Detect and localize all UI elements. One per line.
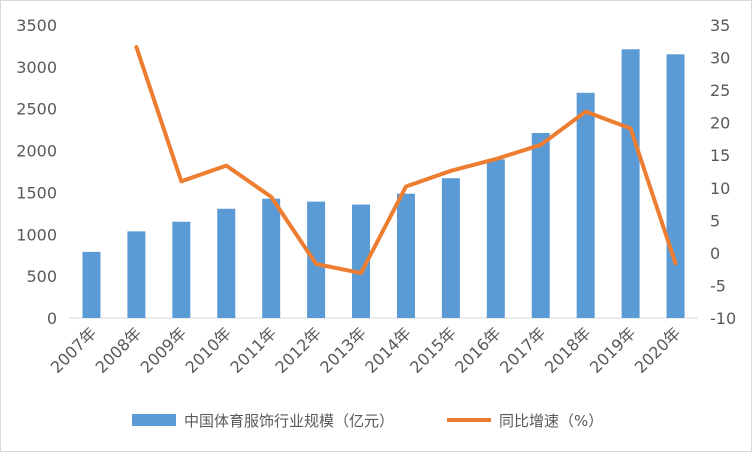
x-tick-label: 2019年 bbox=[586, 323, 640, 377]
x-tick-label: 2020年 bbox=[631, 323, 685, 377]
bar bbox=[621, 49, 640, 319]
y-left-tick-label: 3000 bbox=[16, 58, 57, 77]
bar bbox=[217, 208, 236, 318]
legend-label-line: 同比增速（%） bbox=[499, 412, 603, 430]
y-right-tick-label: 30 bbox=[710, 49, 730, 68]
x-tick-label: 2010年 bbox=[182, 323, 236, 377]
y-left-tick-label: 0 bbox=[47, 309, 57, 328]
y-right-tick-label: 35 bbox=[710, 16, 730, 35]
y-right-tick-label: -5 bbox=[710, 276, 726, 295]
bar bbox=[82, 251, 101, 318]
y-right-tick-label: 25 bbox=[710, 81, 730, 100]
legend-swatch-bar bbox=[132, 414, 176, 426]
x-tick-label: 2015年 bbox=[406, 323, 460, 377]
y-left-tick-label: 1000 bbox=[16, 225, 57, 244]
y-right-tick-label: 0 bbox=[710, 244, 720, 263]
y-right-tick-label: 20 bbox=[710, 114, 730, 133]
bar bbox=[441, 178, 460, 318]
x-tick-label: 2014年 bbox=[361, 323, 415, 377]
y-right-tick-label: -10 bbox=[710, 309, 736, 328]
bar bbox=[666, 54, 685, 319]
x-tick-label: 2017年 bbox=[496, 323, 550, 377]
y-left-tick-label: 1500 bbox=[16, 183, 57, 202]
bar bbox=[531, 132, 550, 318]
y-right-tick-label: 10 bbox=[710, 179, 730, 198]
bar bbox=[396, 193, 415, 318]
y-left-tick-label: 3500 bbox=[16, 16, 57, 35]
y-left-tick-label: 2000 bbox=[16, 142, 57, 161]
x-tick-label: 2016年 bbox=[451, 323, 505, 377]
y-left-tick-label: 2500 bbox=[16, 100, 57, 119]
x-tick-label: 2013年 bbox=[316, 323, 370, 377]
bar bbox=[172, 221, 191, 318]
y-right-tick-label: 15 bbox=[710, 146, 730, 165]
x-tick-label: 2008年 bbox=[92, 323, 146, 377]
y-left-tick-label: 500 bbox=[26, 267, 57, 286]
y-right-tick-label: 5 bbox=[710, 211, 720, 230]
bar bbox=[307, 201, 326, 318]
bar bbox=[576, 92, 595, 319]
x-tick-label: 2018年 bbox=[541, 323, 595, 377]
bar bbox=[352, 204, 371, 318]
bar bbox=[486, 159, 505, 318]
bar bbox=[262, 198, 281, 318]
legend-label-bar: 中国体育服饰行业规模（亿元） bbox=[184, 412, 394, 430]
x-tick-label: 2012年 bbox=[271, 323, 325, 377]
x-tick-label: 2009年 bbox=[137, 323, 191, 377]
x-tick-label: 2011年 bbox=[226, 323, 280, 377]
x-tick-label: 2007年 bbox=[47, 323, 101, 377]
bar bbox=[127, 231, 146, 318]
